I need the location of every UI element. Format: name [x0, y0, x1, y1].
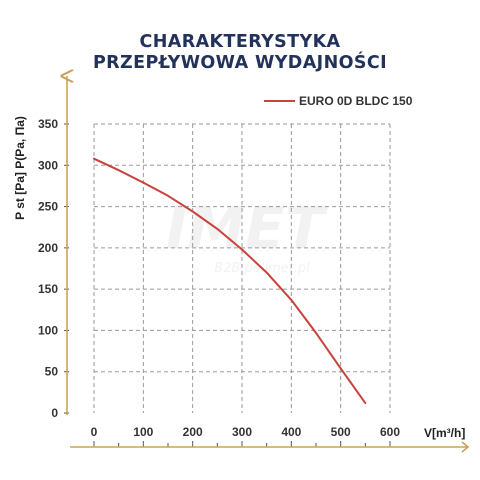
y-axis-label-text: P st [Pa] P(Pa, Па)	[13, 116, 27, 220]
legend-label: EURO 0D BLDC 150	[299, 94, 413, 108]
chart-title-line-2: PRZEPŁYWOWA WYDAJNOŚCI	[92, 53, 388, 73]
x-tick-label: 400	[281, 425, 301, 439]
y-tick-label: 50	[45, 365, 59, 379]
x-tick-label: 100	[133, 425, 153, 439]
grid	[93, 123, 391, 413]
series-line	[93, 157, 367, 405]
y-tick-label: 0	[51, 406, 58, 420]
chart-title-line-1: CHARAKTERYSTYKA	[139, 32, 341, 52]
legend: EURO 0D BLDC 150	[264, 94, 413, 108]
chart-title: CHARAKTERYSTYKA PRZEPŁYWOWA WYDAJNOŚCI	[0, 32, 480, 74]
series-layer	[93, 157, 367, 405]
y-axis: 0 50 100 150 200 250 300 350	[38, 76, 69, 420]
x-tick-label: 0	[91, 425, 98, 439]
x-tick-label: 500	[331, 425, 351, 439]
y-tick-label: 100	[38, 323, 58, 337]
x-tick-label: 200	[183, 425, 203, 439]
svg-text:IMET: IMET	[166, 194, 329, 262]
y-tick-label: 150	[38, 282, 58, 296]
x-axis: 0 100 200 300 400 500 600	[70, 425, 470, 453]
x-tick-label: 300	[232, 425, 252, 439]
y-axis-label: P st [Pa] P(Pa, Па)	[13, 116, 27, 220]
x-axis-arrowhead	[461, 441, 470, 453]
x-axis-label: V[m³/h]	[424, 426, 465, 440]
x-tick-label: 600	[380, 425, 400, 439]
y-tick-label: 250	[38, 200, 58, 214]
y-tick-label: 350	[38, 117, 58, 131]
y-tick-label: 200	[38, 241, 58, 255]
y-tick-label: 300	[38, 158, 58, 172]
